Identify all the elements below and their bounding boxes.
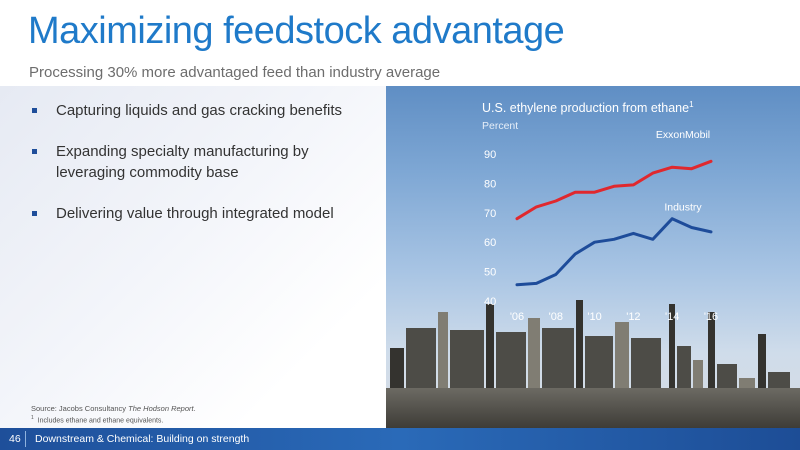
- refinery-ground: [386, 388, 800, 428]
- footnote: 1 Includes ethane and ethane equivalents…: [31, 415, 163, 424]
- bullet-square-icon: [32, 108, 37, 113]
- bullet-item: Capturing liquids and gas cracking benef…: [28, 100, 368, 121]
- chart-title: U.S. ethylene production from ethane1: [482, 100, 694, 115]
- chart-title-text: U.S. ethylene production from ethane: [482, 101, 689, 115]
- refinery-photo: [386, 86, 800, 428]
- x-tick-label: '08: [549, 311, 563, 323]
- x-tick-labels: '06 '08 '10 '12 '14 '16: [510, 311, 718, 323]
- y-tick-label: 70: [484, 208, 496, 220]
- y-tick-label: 80: [484, 178, 496, 190]
- source-title: The Hodson Report: [128, 404, 194, 413]
- y-tick-label: 90: [484, 149, 496, 161]
- x-tick-label: '16: [704, 311, 718, 323]
- bullet-square-icon: [32, 211, 37, 216]
- x-tick-label: '14: [665, 311, 679, 323]
- bullet-text: Expanding specialty manufacturing by lev…: [56, 143, 309, 181]
- series-layer: [515, 159, 713, 287]
- y-tick-labels: 40 50 60 70 80 90: [484, 149, 496, 308]
- chart-title-superscript: 1: [689, 100, 694, 109]
- y-axis-label: Percent: [482, 120, 518, 132]
- source-note: Source: Jacobs Consultancy The Hodson Re…: [31, 404, 196, 413]
- series-label-industry: Industry: [664, 202, 702, 214]
- y-tick-label: 60: [484, 237, 496, 249]
- page-number: 46: [9, 433, 21, 445]
- bullet-text: Delivering value through integrated mode…: [56, 205, 334, 222]
- footer-text: Downstream & Chemical: Building on stren…: [35, 433, 250, 445]
- source-prefix: Source: Jacobs Consultancy: [31, 404, 129, 413]
- bullet-item: Expanding specialty manufacturing by lev…: [28, 141, 368, 183]
- series-labels: ExxonMobil Industry: [656, 129, 710, 214]
- x-tick-label: '10: [587, 311, 601, 323]
- bullet-text: Capturing liquids and gas cracking benef…: [56, 102, 343, 119]
- y-tick-label: 50: [484, 267, 496, 279]
- footnote-marker: 1: [31, 415, 34, 421]
- bullet-panel: [0, 86, 386, 428]
- x-tick-label: '12: [626, 311, 640, 323]
- slide-title: Maximizing feedstock advantage: [28, 10, 565, 52]
- bullet-list: Capturing liquids and gas cracking benef…: [28, 100, 368, 244]
- source-suffix: .: [193, 404, 196, 413]
- footer-divider: [25, 431, 26, 447]
- footnote-text: Includes ethane and ethane equivalents.: [37, 417, 164, 425]
- bullet-item: Delivering value through integrated mode…: [28, 203, 368, 224]
- footer-bar: 46 Downstream & Chemical: Building on st…: [0, 428, 800, 450]
- series-label-exxonmobil: ExxonMobil: [656, 129, 710, 141]
- bullet-square-icon: [32, 149, 37, 154]
- series-line-industry: [515, 217, 713, 287]
- x-tick-label: '06: [510, 311, 524, 323]
- y-tick-label: 40: [484, 296, 496, 308]
- slide-subtitle: Processing 30% more advantaged feed than…: [29, 64, 441, 81]
- series-line-exxonmobil: [515, 159, 713, 221]
